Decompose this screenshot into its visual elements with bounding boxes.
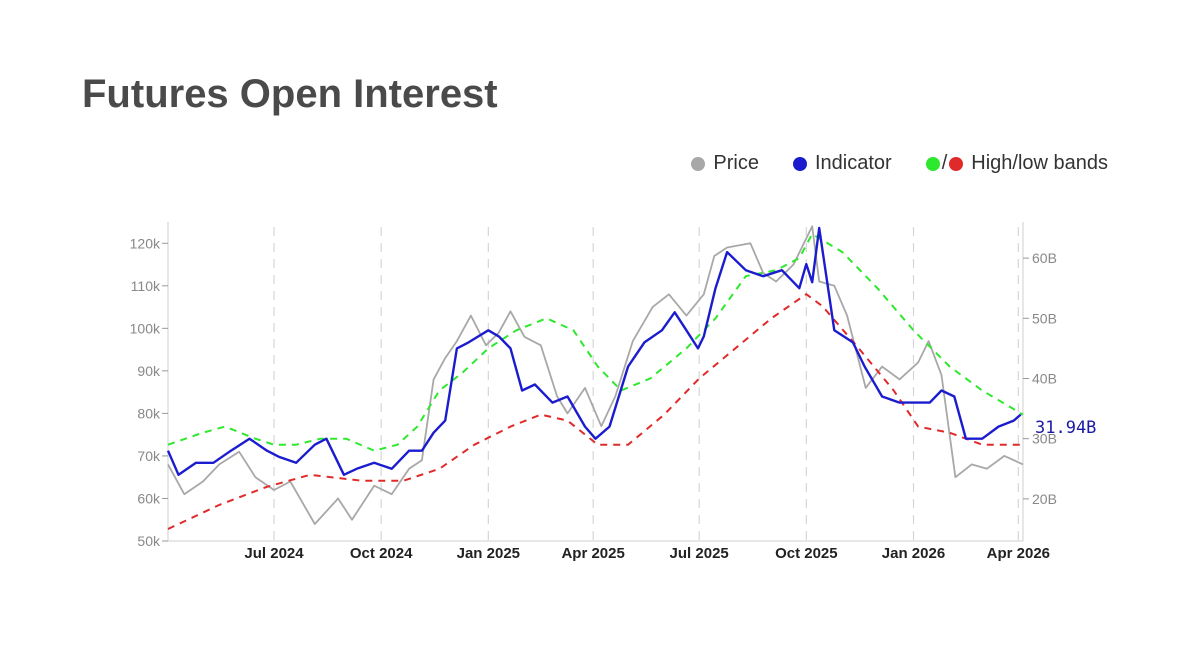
left-tick-label: 70k xyxy=(137,448,161,464)
x-tick-label: Jul 2025 xyxy=(670,545,729,562)
tick-labels: Jul 2024 Oct 2024 Jan 2025 Apr 2025 Jul 2025… xyxy=(130,235,1097,562)
last-value-label: 31.94B xyxy=(1035,418,1096,438)
left-tick-label: 60k xyxy=(137,490,161,506)
series-line-high-band xyxy=(167,233,1024,452)
legend-label-price: Price xyxy=(713,152,759,174)
series xyxy=(166,225,1024,530)
right-tick-label: 50B xyxy=(1032,310,1057,326)
grid xyxy=(273,227,1019,541)
left-tick-label: 50k xyxy=(137,533,161,549)
high-band-dot-icon xyxy=(925,156,940,171)
chart-title: Futures Open Interest xyxy=(82,72,498,116)
series-line-price xyxy=(167,225,1024,525)
left-tick-label: 120k xyxy=(130,235,161,251)
right-tick-label: 60B xyxy=(1032,250,1057,266)
legend-separator: / xyxy=(941,152,948,174)
low-band-dot-icon xyxy=(949,156,964,171)
legend-label-bands: High/low bands xyxy=(971,152,1108,174)
left-tick-label: 110k xyxy=(131,278,161,294)
right-tick-label: 20B xyxy=(1032,491,1057,507)
left-tick-label: 100k xyxy=(130,320,161,336)
x-tick-label: Jan 2025 xyxy=(457,545,520,562)
right-tick-label: 40B xyxy=(1032,370,1057,386)
legend-item-price[interactable]: Price xyxy=(691,152,759,175)
left-tick-label: 90k xyxy=(137,363,161,379)
x-tick-label: Apr 2025 xyxy=(561,545,624,562)
indicator-dot-icon xyxy=(792,156,807,171)
x-tick-label: Jan 2026 xyxy=(882,545,945,562)
x-tick-label: Oct 2025 xyxy=(775,545,838,562)
right-tick-label: 30B xyxy=(1032,431,1057,447)
legend-item-indicator[interactable]: Indicator xyxy=(792,152,892,175)
x-tick-label: Jul 2024 xyxy=(244,545,304,562)
legend-label-indicator: Indicator xyxy=(814,152,892,174)
price-dot-icon xyxy=(691,156,706,171)
left-tick-label: 80k xyxy=(137,405,161,421)
x-tick-label: Apr 2026 xyxy=(987,545,1050,562)
axes xyxy=(162,222,1029,542)
series-line-indicator xyxy=(166,226,1022,476)
series-line-low-band xyxy=(167,293,1023,530)
legend: Price Indicator / High/low bands xyxy=(657,152,1108,175)
x-tick-label: Oct 2024 xyxy=(350,545,413,562)
legend-item-bands[interactable]: / High/low bands xyxy=(925,152,1108,175)
